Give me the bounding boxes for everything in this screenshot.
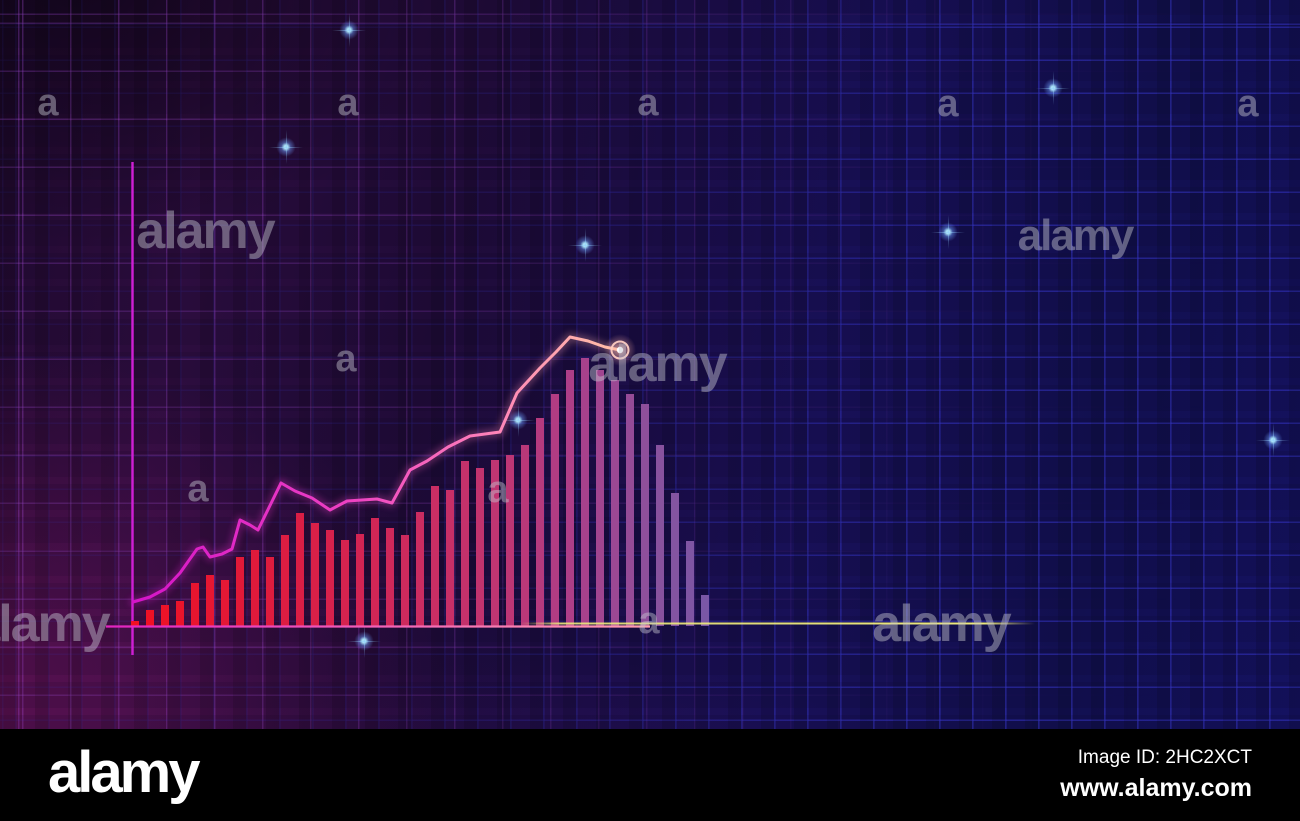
sparkle-glint-icon [347, 624, 381, 658]
bar [431, 486, 439, 626]
watermark-text: alamy [872, 595, 1011, 653]
image-id-text: Image ID: 2HC2XCT [1077, 747, 1252, 768]
sparkle-glint-icon [931, 215, 965, 249]
bar [326, 530, 334, 626]
sparkle-glint-icon [1036, 71, 1070, 105]
bar [626, 394, 634, 626]
bar [671, 493, 679, 626]
bar [446, 490, 454, 626]
watermark-text: a [337, 82, 358, 124]
bar [266, 557, 274, 626]
alamy-logo: alamy [48, 740, 200, 805]
bar [146, 610, 154, 626]
watermark-footer: alamy Image ID: 2HC2XCT www.alamy.com [0, 729, 1300, 821]
watermark-text: a [937, 83, 958, 125]
bar [356, 534, 364, 626]
bar [476, 468, 484, 626]
bar [491, 460, 499, 626]
bar [551, 394, 559, 626]
bar [251, 550, 259, 626]
watermark-text: alamy [0, 595, 111, 653]
bar [506, 455, 514, 626]
sparkle-glint-icon [1256, 423, 1290, 457]
bar [461, 461, 469, 626]
bar [401, 535, 409, 626]
trend-line [131, 335, 622, 604]
bar [386, 528, 394, 626]
bar [566, 370, 574, 626]
marker-dot [616, 346, 624, 354]
sparkle-glint-icon [269, 130, 303, 164]
marker-ring [610, 340, 630, 360]
image-meta: Image ID: 2HC2XCT www.alamy.com [1060, 747, 1252, 803]
watermark-text: alamy [588, 335, 727, 393]
watermark-text: a [187, 468, 208, 510]
bar-series [131, 358, 709, 626]
watermark-text: alamy [136, 202, 275, 260]
sparkle-glint-icon [332, 13, 366, 47]
watermark-text: a [1237, 83, 1258, 125]
watermark-text: a [637, 82, 658, 124]
watermark-text: a [335, 338, 356, 380]
bar [581, 358, 589, 626]
bar [611, 380, 619, 626]
bar [341, 540, 349, 626]
bar [371, 518, 379, 626]
bar [311, 523, 319, 626]
bar [176, 601, 184, 626]
bar [686, 541, 694, 626]
bar [656, 445, 664, 626]
watermark-text: alamy [1017, 211, 1135, 260]
bar [236, 557, 244, 626]
bar [206, 575, 214, 626]
alamy-url-text: www.alamy.com [1060, 774, 1252, 802]
watermark-text: a [487, 469, 508, 511]
grid-overlay-blue [0, 0, 1300, 729]
bar [296, 513, 304, 626]
bar [536, 418, 544, 626]
bar [701, 595, 709, 626]
watermark-text: a [638, 600, 659, 642]
bar [191, 583, 199, 626]
grid-texture [0, 0, 1300, 729]
watermark-text: a [37, 82, 58, 124]
sparkle-glint-icon [568, 228, 602, 262]
bar [281, 535, 289, 626]
bar [221, 580, 229, 626]
bar [521, 445, 529, 626]
bar [641, 404, 649, 626]
bar [161, 605, 169, 626]
bar [416, 512, 424, 626]
bar [596, 370, 604, 626]
